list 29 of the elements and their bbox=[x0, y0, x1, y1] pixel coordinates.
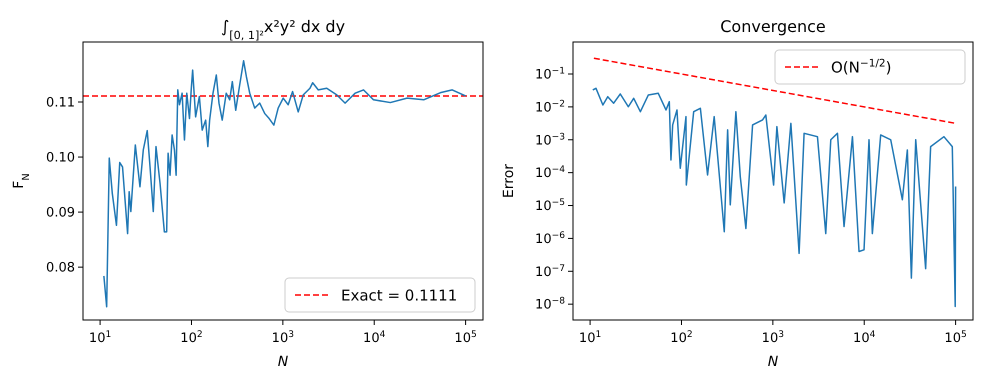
x-tick-label: 10$^{1}$ bbox=[578, 330, 602, 346]
y-tick-label: 10$^{−7}$ bbox=[535, 264, 566, 280]
x-tick-label: 10$^{3}$ bbox=[272, 330, 294, 346]
y-tick-label: 0.10 bbox=[46, 150, 75, 166]
x-tick-label: 10$^{2}$ bbox=[670, 330, 693, 346]
y-tick-label: 10$^{−2}$ bbox=[535, 99, 565, 116]
chart-title: Convergence bbox=[720, 17, 826, 36]
x-tick-label: 10$^{5}$ bbox=[944, 330, 967, 346]
legend-label: O(N$^{−1/2}$) bbox=[831, 57, 892, 76]
x-tick-label: 10$^{4}$ bbox=[363, 330, 386, 346]
legend-label: Exact = 0.1111 bbox=[341, 286, 458, 304]
y-tick-label: 10$^{−5}$ bbox=[535, 198, 565, 214]
x-tick-label: 10$^{5}$ bbox=[454, 330, 477, 346]
chart-title: ∫$_{[0, 1]²}$x²y² dx dy bbox=[220, 17, 346, 42]
x-axis-title: N bbox=[768, 354, 779, 370]
y-tick-label: 0.08 bbox=[46, 260, 75, 276]
y-tick-label: 10$^{−4}$ bbox=[535, 165, 566, 182]
x-axis-title: N bbox=[278, 354, 289, 370]
y-axis-title: Error bbox=[501, 164, 517, 198]
y-tick-label: 10$^{−3}$ bbox=[535, 132, 566, 148]
x-tick-label: 10$^{4}$ bbox=[853, 330, 876, 346]
y-tick-label: 10$^{−6}$ bbox=[535, 230, 566, 247]
y-tick-label: 0.09 bbox=[46, 206, 75, 221]
x-tick-label: 10$^{1}$ bbox=[88, 330, 112, 346]
y-tick-label: 0.11 bbox=[46, 96, 75, 111]
x-tick-label: 10$^{2}$ bbox=[180, 330, 203, 346]
y-tick-label: 10$^{−8}$ bbox=[535, 296, 566, 313]
x-tick-label: 10$^{3}$ bbox=[762, 330, 784, 346]
y-tick-label: 10$^{−1}$ bbox=[535, 66, 565, 83]
